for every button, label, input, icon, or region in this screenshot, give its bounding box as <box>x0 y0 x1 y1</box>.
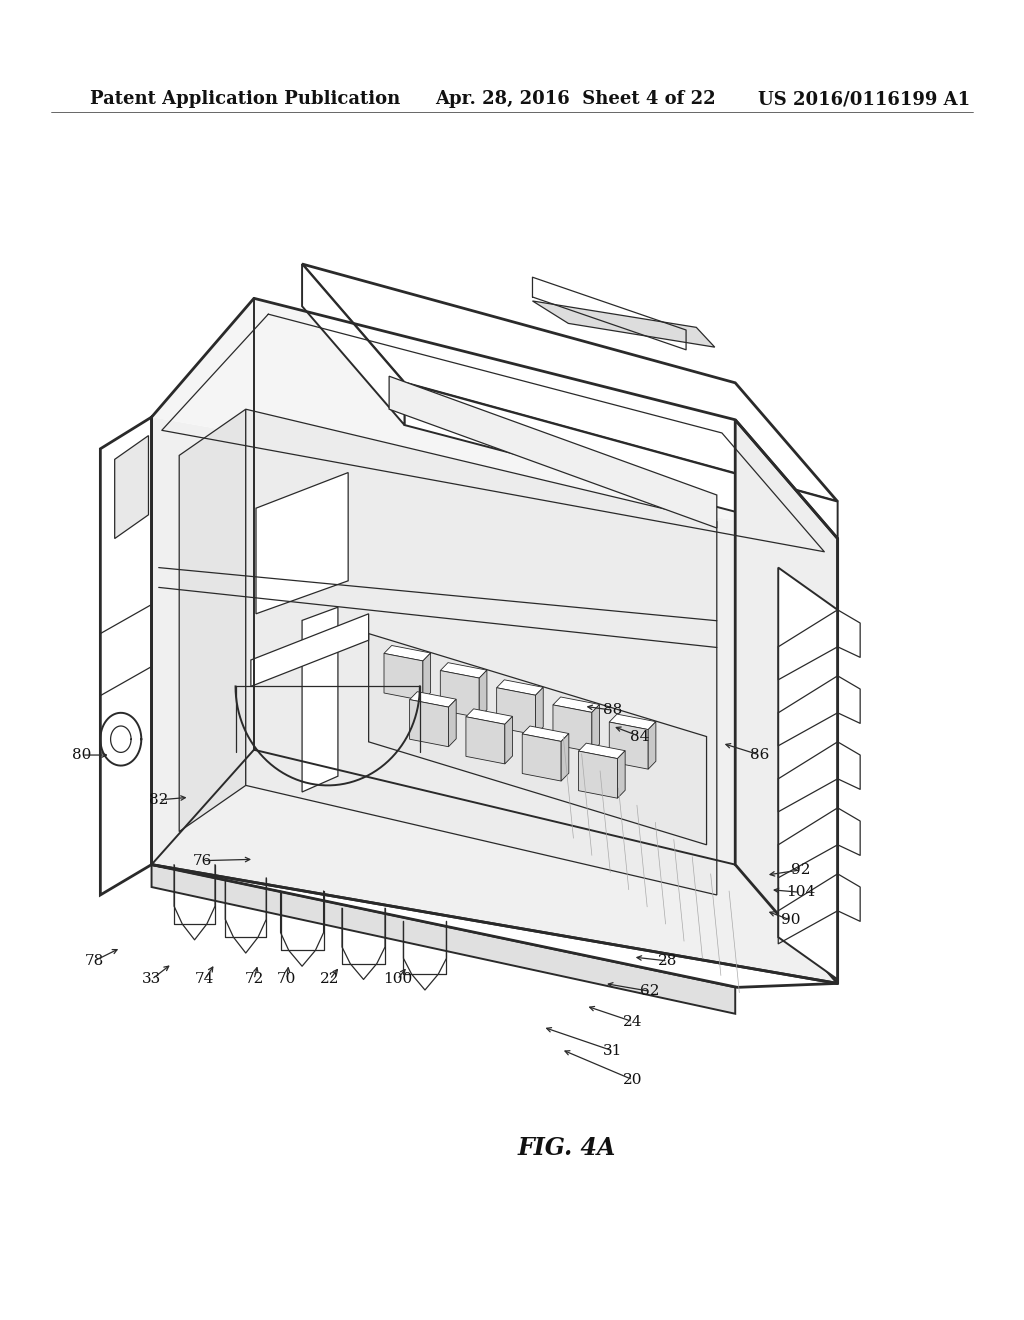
Polygon shape <box>466 709 512 725</box>
Polygon shape <box>152 417 838 983</box>
Text: 88: 88 <box>603 704 622 717</box>
Polygon shape <box>384 645 430 661</box>
Polygon shape <box>152 865 735 1014</box>
Polygon shape <box>410 692 457 708</box>
Text: 84: 84 <box>631 730 649 743</box>
Polygon shape <box>592 705 600 752</box>
Text: Apr. 28, 2016  Sheet 4 of 22: Apr. 28, 2016 Sheet 4 of 22 <box>435 90 716 108</box>
Text: FIG. 4A: FIG. 4A <box>517 1137 615 1160</box>
Polygon shape <box>256 473 348 614</box>
Text: 104: 104 <box>786 886 815 899</box>
Polygon shape <box>466 717 505 764</box>
Polygon shape <box>152 298 838 539</box>
Polygon shape <box>553 697 600 713</box>
Text: 100: 100 <box>383 973 412 986</box>
Polygon shape <box>497 688 536 735</box>
Polygon shape <box>100 417 152 895</box>
Text: 76: 76 <box>194 854 212 867</box>
Text: 92: 92 <box>791 863 811 876</box>
Text: Patent Application Publication: Patent Application Publication <box>90 90 400 108</box>
Polygon shape <box>302 607 338 792</box>
Polygon shape <box>561 734 569 781</box>
Polygon shape <box>532 301 715 347</box>
Polygon shape <box>778 568 838 979</box>
Text: 90: 90 <box>780 913 801 927</box>
Text: 80: 80 <box>73 748 91 762</box>
Polygon shape <box>617 751 625 799</box>
Polygon shape <box>302 264 404 425</box>
Polygon shape <box>579 751 617 799</box>
Polygon shape <box>536 688 543 735</box>
Text: 62: 62 <box>640 985 660 998</box>
Polygon shape <box>505 717 512 764</box>
Polygon shape <box>648 722 655 770</box>
Polygon shape <box>553 705 592 752</box>
Polygon shape <box>440 671 479 718</box>
Text: 78: 78 <box>85 954 103 968</box>
Polygon shape <box>609 714 655 730</box>
Polygon shape <box>522 734 561 781</box>
Text: 22: 22 <box>319 973 340 986</box>
Polygon shape <box>246 409 717 895</box>
Polygon shape <box>115 436 148 539</box>
Polygon shape <box>251 614 369 686</box>
Polygon shape <box>522 726 569 742</box>
Text: 74: 74 <box>196 973 214 986</box>
Polygon shape <box>302 264 838 502</box>
Polygon shape <box>579 743 625 759</box>
Polygon shape <box>735 420 838 983</box>
Text: 24: 24 <box>623 1015 643 1028</box>
Polygon shape <box>449 700 457 747</box>
Text: 28: 28 <box>658 954 677 968</box>
Polygon shape <box>497 680 543 696</box>
Text: 72: 72 <box>245 973 263 986</box>
Polygon shape <box>384 653 423 701</box>
Polygon shape <box>735 420 838 983</box>
Text: 82: 82 <box>150 793 168 807</box>
Polygon shape <box>440 663 487 678</box>
Text: US 2016/0116199 A1: US 2016/0116199 A1 <box>758 90 970 108</box>
Polygon shape <box>609 722 648 770</box>
Text: 20: 20 <box>623 1073 643 1086</box>
Polygon shape <box>369 634 707 845</box>
Polygon shape <box>152 298 838 539</box>
Polygon shape <box>404 383 838 539</box>
Text: 33: 33 <box>142 973 161 986</box>
Text: 31: 31 <box>603 1044 622 1057</box>
Polygon shape <box>410 700 449 747</box>
Polygon shape <box>423 653 430 701</box>
Polygon shape <box>479 671 487 718</box>
Text: 86: 86 <box>751 748 769 762</box>
Text: 70: 70 <box>278 973 296 986</box>
Polygon shape <box>179 409 246 832</box>
Polygon shape <box>389 376 717 528</box>
